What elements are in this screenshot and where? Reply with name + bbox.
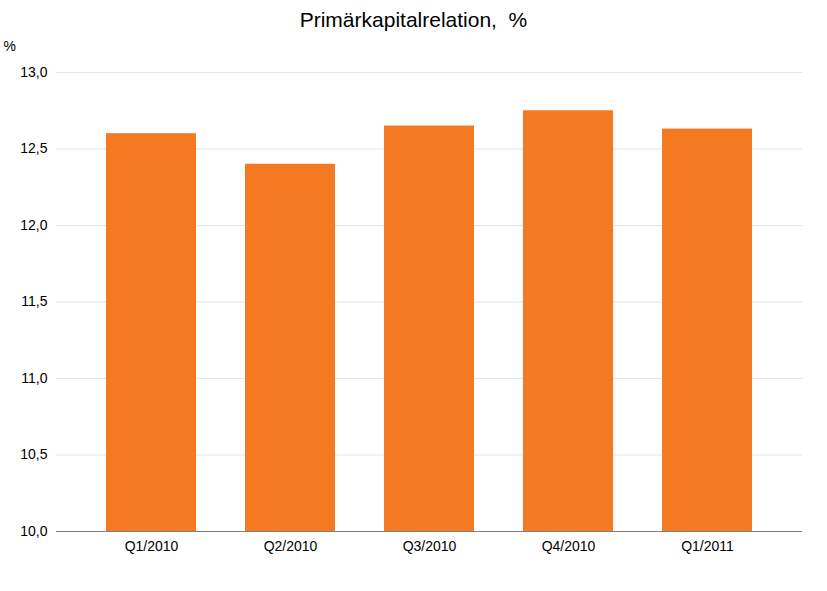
svg-text:12,5: 12,5 xyxy=(20,140,47,156)
svg-text:10,0: 10,0 xyxy=(20,523,47,539)
svg-text:11,0: 11,0 xyxy=(21,370,47,386)
svg-text:Q4/2010: Q4/2010 xyxy=(542,538,596,554)
svg-text:%: % xyxy=(4,38,16,54)
html-text:Primärkapitalrelation, %: Primärkapitalrelation, % xyxy=(299,8,528,31)
svg-text:11,5: 11,5 xyxy=(21,293,47,309)
svg-text:Q3/2010: Q3/2010 xyxy=(403,538,457,554)
svg-text:Q1/2011: Q1/2011 xyxy=(681,538,734,554)
svg-text:Q1/2010: Q1/2010 xyxy=(125,538,179,554)
svg-text:13,0: 13,0 xyxy=(20,64,47,80)
svg-text:12,0: 12,0 xyxy=(20,217,47,233)
svg-text:Q2/2010: Q2/2010 xyxy=(264,538,318,554)
svg-text:10,5: 10,5 xyxy=(20,446,47,462)
